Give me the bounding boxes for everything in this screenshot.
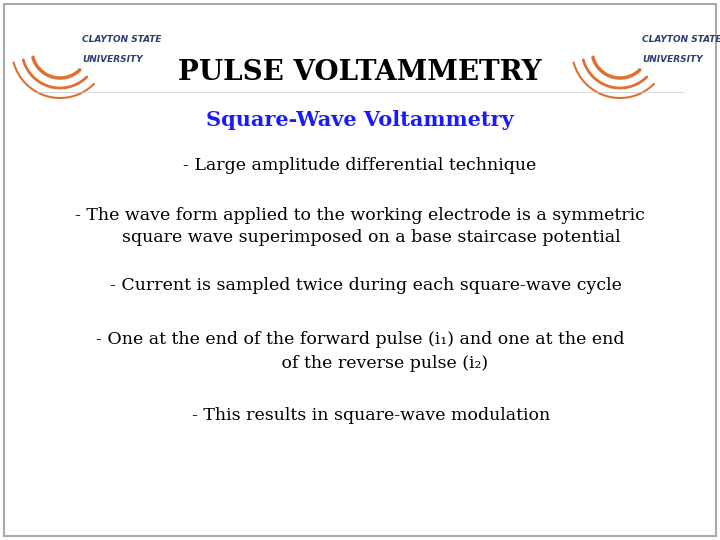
Text: CLAYTON STATE: CLAYTON STATE — [82, 36, 161, 44]
Text: PULSE VOLTAMMETRY: PULSE VOLTAMMETRY — [179, 58, 541, 85]
Text: Square-Wave Voltammetry: Square-Wave Voltammetry — [206, 110, 514, 130]
Text: CLAYTON STATE: CLAYTON STATE — [642, 36, 720, 44]
Text: square wave superimposed on a base staircase potential: square wave superimposed on a base stair… — [99, 230, 621, 246]
Text: of the reverse pulse (i₂): of the reverse pulse (i₂) — [232, 354, 488, 372]
Text: - The wave form applied to the working electrode is a symmetric: - The wave form applied to the working e… — [75, 206, 645, 224]
Text: - One at the end of the forward pulse (i₁) and one at the end: - One at the end of the forward pulse (i… — [96, 332, 624, 348]
Text: - This results in square-wave modulation: - This results in square-wave modulation — [170, 407, 550, 423]
Text: UNIVERSITY: UNIVERSITY — [642, 56, 703, 64]
Text: - Large amplitude differential technique: - Large amplitude differential technique — [184, 157, 536, 173]
Text: UNIVERSITY: UNIVERSITY — [82, 56, 143, 64]
Text: - Current is sampled twice during each square-wave cycle: - Current is sampled twice during each s… — [99, 276, 621, 294]
